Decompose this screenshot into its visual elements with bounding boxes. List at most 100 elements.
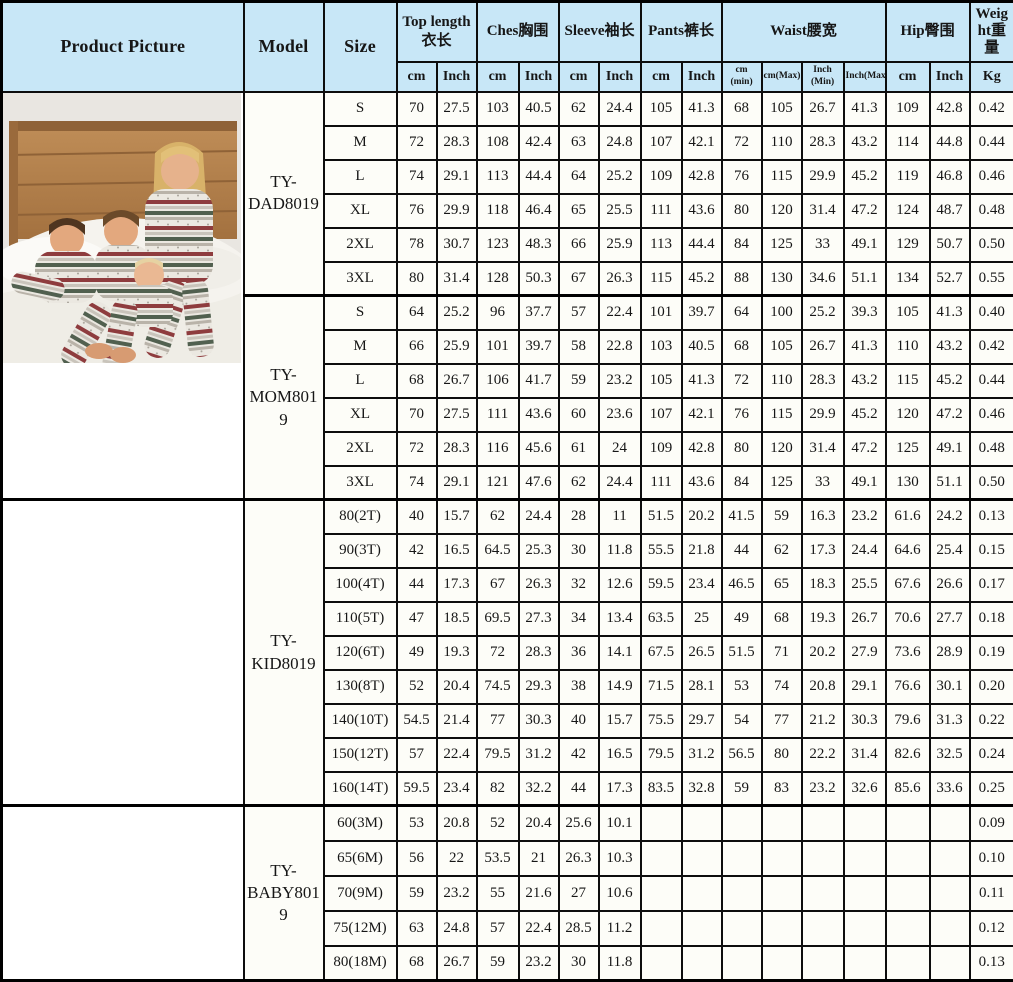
data-cell: 44 (722, 534, 762, 568)
data-cell: 23.2 (519, 946, 559, 981)
data-cell: 44.4 (519, 160, 559, 194)
data-cell: 19.3 (437, 636, 477, 670)
data-cell (682, 876, 722, 911)
data-cell: 42.4 (519, 126, 559, 160)
size-cell: M (324, 330, 397, 364)
data-cell: 28.3 (519, 636, 559, 670)
data-cell: 12.6 (599, 568, 641, 602)
data-cell: 0.18 (970, 602, 1013, 636)
data-cell: 62 (559, 92, 599, 126)
data-cell: 48.3 (519, 228, 559, 262)
data-cell: 41.7 (519, 364, 559, 398)
data-cell: 72 (397, 126, 437, 160)
data-cell: 101 (477, 330, 519, 364)
data-cell: 113 (641, 228, 682, 262)
data-cell: 0.10 (970, 841, 1013, 876)
data-cell: 30 (559, 534, 599, 568)
data-cell: 23.4 (682, 568, 722, 602)
sub-header-weight-kg: Kg (970, 62, 1013, 92)
data-cell: 42.1 (682, 398, 722, 432)
data-cell: 51.1 (930, 466, 970, 500)
data-cell: 26.3 (599, 262, 641, 296)
data-cell: 69.5 (477, 602, 519, 636)
col-header-size: Size (324, 2, 397, 92)
data-cell: 28.1 (682, 670, 722, 704)
data-cell: 83.5 (641, 772, 682, 806)
sub-header-waist-inch-max: Inch(Max) (844, 62, 886, 92)
data-cell: 28.3 (802, 126, 844, 160)
data-cell: 109 (641, 160, 682, 194)
data-cell: 27.5 (437, 398, 477, 432)
data-cell: 68 (722, 92, 762, 126)
data-cell: 16.3 (802, 500, 844, 534)
data-cell: 11.8 (599, 946, 641, 981)
data-cell: 56 (397, 841, 437, 876)
data-cell: 24.4 (844, 534, 886, 568)
data-cell (886, 876, 930, 911)
data-cell: 67 (477, 568, 519, 602)
data-cell: 43.2 (930, 330, 970, 364)
data-cell: 63.5 (641, 602, 682, 636)
data-cell: 120 (762, 194, 802, 228)
data-cell: 15.7 (437, 500, 477, 534)
data-cell: 28.5 (559, 911, 599, 946)
data-cell: 26.7 (437, 364, 477, 398)
data-cell: 125 (762, 466, 802, 500)
data-cell (886, 841, 930, 876)
data-cell: 0.48 (970, 432, 1013, 466)
data-cell (641, 876, 682, 911)
data-cell: 33 (802, 466, 844, 500)
data-cell: 21.8 (682, 534, 722, 568)
data-cell: 42 (559, 738, 599, 772)
data-cell: 28.9 (930, 636, 970, 670)
data-cell (762, 841, 802, 876)
data-cell: 0.50 (970, 466, 1013, 500)
data-cell: 79.5 (641, 738, 682, 772)
data-cell: 23.2 (844, 500, 886, 534)
data-cell: 62 (477, 500, 519, 534)
size-cell: 150(12T) (324, 738, 397, 772)
size-cell: M (324, 126, 397, 160)
data-cell: 105 (886, 296, 930, 330)
size-cell: L (324, 160, 397, 194)
data-cell: 10.3 (599, 841, 641, 876)
data-cell: 24.2 (930, 500, 970, 534)
data-cell: 0.12 (970, 911, 1013, 946)
data-cell: 49 (397, 636, 437, 670)
data-cell: 28.3 (802, 364, 844, 398)
data-cell: 18.5 (437, 602, 477, 636)
size-cell: S (324, 92, 397, 126)
data-cell: 70.6 (886, 602, 930, 636)
data-cell: 63 (397, 911, 437, 946)
data-cell: 0.50 (970, 228, 1013, 262)
data-cell: 110 (762, 364, 802, 398)
data-cell: 60 (559, 398, 599, 432)
data-cell: 101 (641, 296, 682, 330)
sub-header-sleeve-inch: Inch (599, 62, 641, 92)
data-cell (802, 841, 844, 876)
data-cell: 27.7 (930, 602, 970, 636)
data-cell: 22.8 (599, 330, 641, 364)
size-cell: L (324, 364, 397, 398)
data-cell: 40 (397, 500, 437, 534)
data-cell: 47.2 (930, 398, 970, 432)
data-cell: 107 (641, 126, 682, 160)
data-cell: 105 (762, 92, 802, 126)
data-cell: 11 (599, 500, 641, 534)
data-cell: 42.8 (930, 92, 970, 126)
data-cell: 17.3 (599, 772, 641, 806)
data-cell (844, 911, 886, 946)
data-cell (722, 911, 762, 946)
data-cell: 114 (886, 126, 930, 160)
data-cell (844, 841, 886, 876)
data-cell: 47 (397, 602, 437, 636)
sub-header-chest-inch: Inch (519, 62, 559, 92)
data-cell: 70 (397, 92, 437, 126)
data-cell: 51.1 (844, 262, 886, 296)
data-cell: 28.3 (437, 432, 477, 466)
data-cell: 31.4 (844, 738, 886, 772)
data-cell: 25.9 (599, 228, 641, 262)
data-cell: 27.3 (519, 602, 559, 636)
sub-header-chest-cm: cm (477, 62, 519, 92)
